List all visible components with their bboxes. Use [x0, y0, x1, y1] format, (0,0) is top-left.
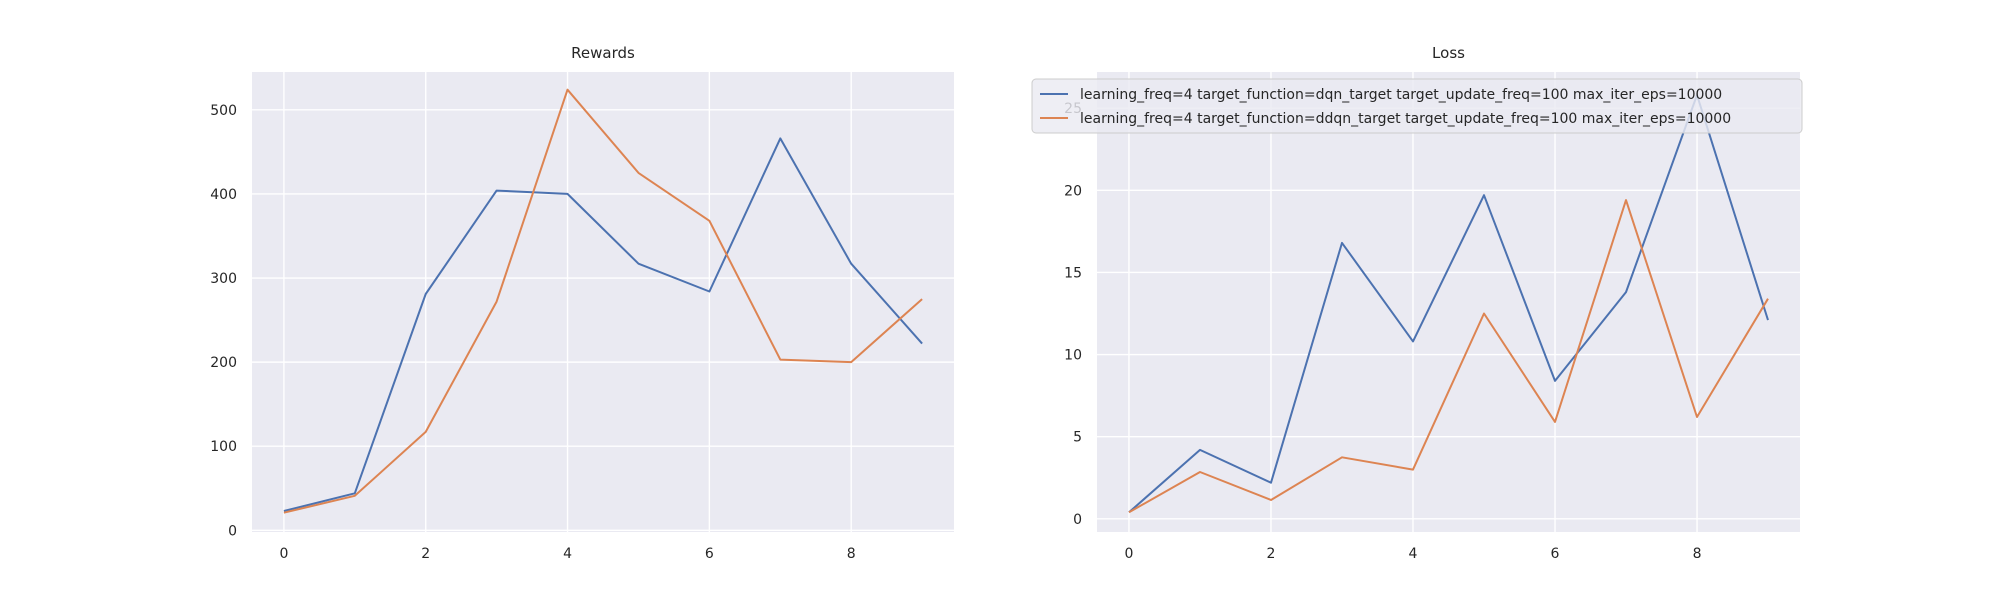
- rewards-y-tick-label: 100: [210, 439, 237, 455]
- rewards-series-1-line: [283, 137, 923, 512]
- loss-y-tick-label: 0: [1073, 512, 1082, 528]
- rewards-x-tick-label: 8: [847, 546, 856, 562]
- loss-legend: [1031, 78, 1803, 134]
- rewards-chart: 0 2 4 6 8 0 100 200 300 400 500 Rewards: [210, 44, 954, 562]
- loss-x-tick-label: 0: [1124, 546, 1133, 562]
- loss-series-1-line: [1128, 94, 1769, 514]
- loss-y-tick-label: 10: [1064, 348, 1082, 364]
- rewards-x-tick-label: 6: [705, 546, 714, 562]
- loss-chart: 024680510152025Losslearning_freq=4 targe…: [1031, 44, 1803, 562]
- rewards-x-tick-label: 0: [279, 546, 288, 562]
- rewards-title: Rewards: [571, 44, 635, 62]
- rewards-series-2-line: [283, 88, 923, 514]
- loss-legend-label: learning_freq=4 target_function=ddqn_tar…: [1080, 111, 1731, 127]
- loss-legend-label: learning_freq=4 target_function=dqn_targ…: [1080, 87, 1722, 103]
- rewards-y-tick-label: 400: [210, 187, 237, 203]
- loss-x-tick-label: 4: [1409, 546, 1418, 562]
- loss-plot-area: [1097, 72, 1800, 532]
- rewards-x-tick-label: 4: [563, 546, 572, 562]
- rewards-x-tick-label: 2: [421, 546, 430, 562]
- loss-y-tick-label: 15: [1064, 265, 1082, 281]
- rewards-y-tick-label: 300: [210, 271, 237, 287]
- loss-x-tick-label: 8: [1693, 546, 1702, 562]
- loss-x-tick-label: 2: [1267, 546, 1276, 562]
- loss-title: Loss: [1432, 44, 1465, 62]
- rewards-y-tick-label: 200: [210, 355, 237, 371]
- loss-x-tick-label: 6: [1551, 546, 1560, 562]
- loss-series-2-line: [1128, 199, 1769, 514]
- loss-y-tick-label: 5: [1073, 430, 1082, 446]
- rewards-y-tick-label: 0: [228, 523, 237, 539]
- rewards-plot-area: [252, 72, 954, 532]
- loss-y-tick-label: 20: [1064, 183, 1082, 199]
- rewards-y-tick-label: 500: [210, 103, 237, 119]
